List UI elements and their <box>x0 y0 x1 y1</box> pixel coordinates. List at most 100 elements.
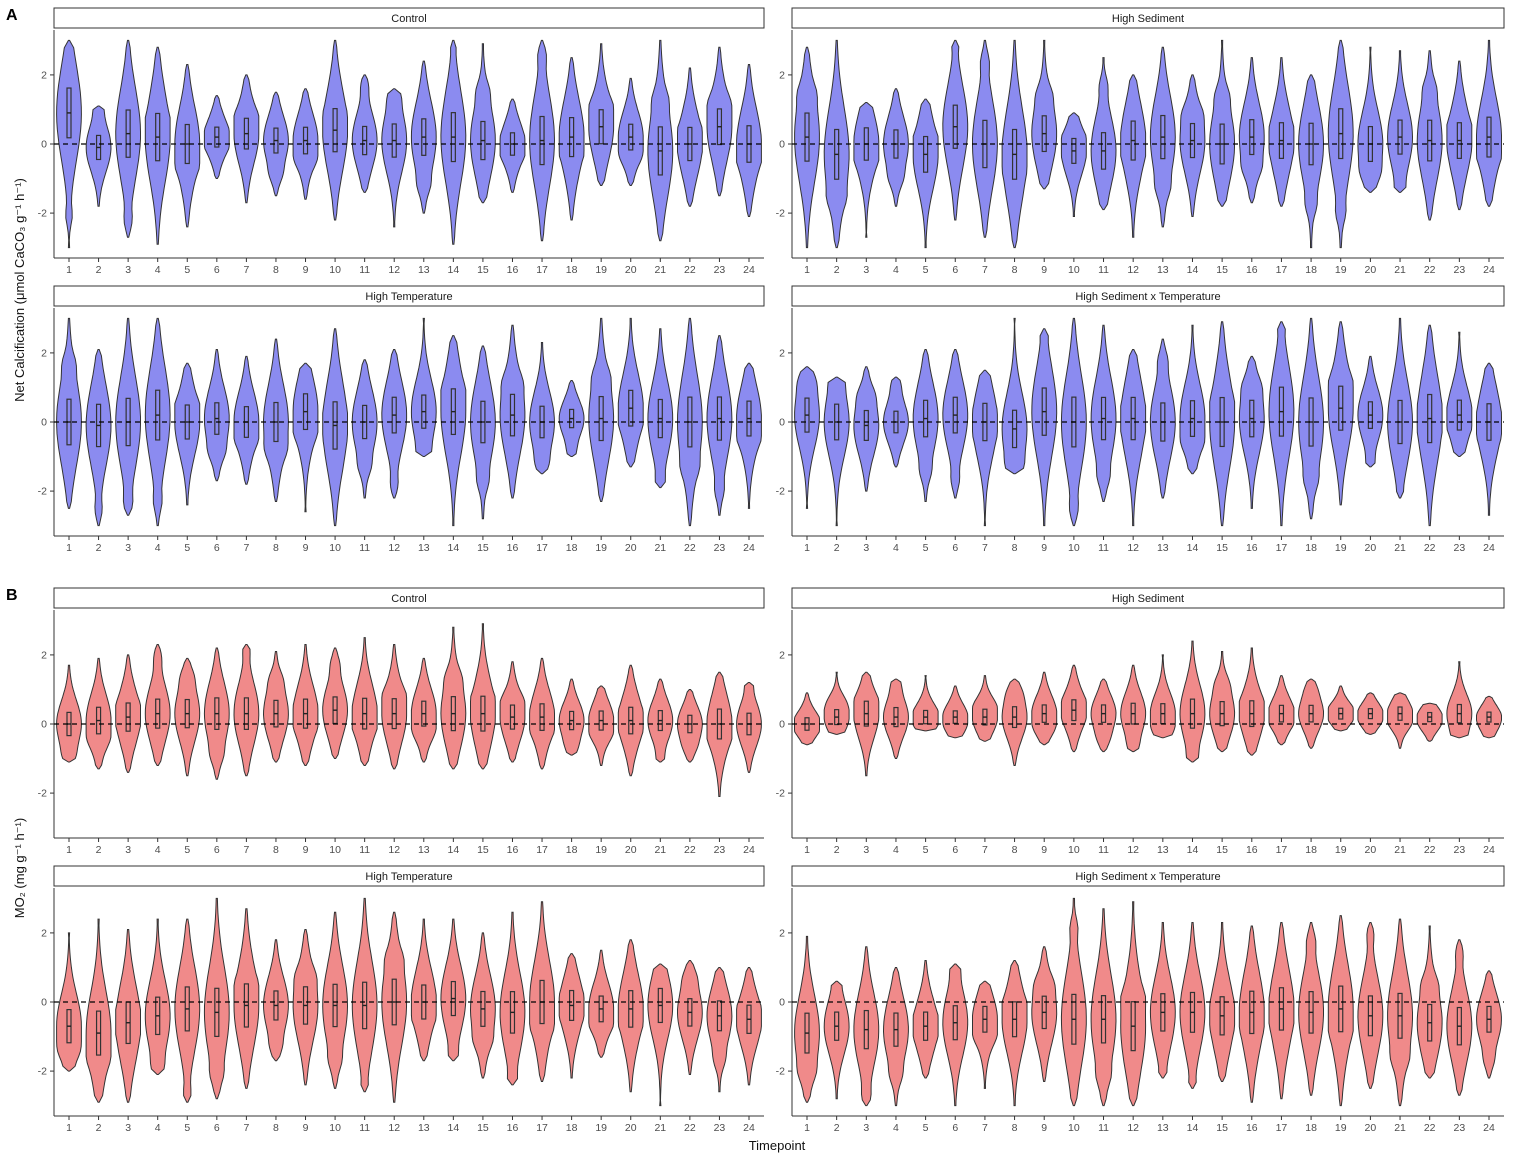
violin-23 <box>706 335 733 516</box>
violin-16 <box>499 911 526 1086</box>
violin-16 <box>499 324 526 499</box>
x-tick-label: 8 <box>273 844 279 856</box>
violin-1 <box>56 39 82 249</box>
violin-11 <box>1090 908 1117 1107</box>
x-tick-label: 14 <box>1187 1122 1199 1134</box>
violin-7 <box>972 369 998 527</box>
violin-17 <box>1268 57 1295 207</box>
x-tick-label: 17 <box>536 844 548 856</box>
y-tick-label: -2 <box>776 208 785 220</box>
x-tick-label: 17 <box>536 264 548 276</box>
x-tick-label: 3 <box>125 542 131 554</box>
x-tick-label: 18 <box>566 1122 578 1134</box>
x-tick-label: 9 <box>303 264 309 276</box>
x-tick-label: 6 <box>952 1122 958 1134</box>
x-tick-label: 10 <box>329 542 341 554</box>
violin-6 <box>942 39 969 221</box>
x-tick-label: 24 <box>1483 264 1495 276</box>
x-tick-label: 11 <box>359 844 370 856</box>
violin-24 <box>1476 39 1502 207</box>
x-tick-label: 17 <box>1276 264 1288 276</box>
x-tick-label: 2 <box>834 542 840 554</box>
x-tick-label: 11 <box>1098 1122 1109 1134</box>
x-tick-label: 21 <box>1394 542 1406 554</box>
x-tick-label: 1 <box>66 542 72 554</box>
x-tick-label: 16 <box>1246 1122 1258 1134</box>
violin-16 <box>1238 355 1265 509</box>
x-tick-label: 12 <box>388 844 400 856</box>
x-tick-label: 8 <box>1012 264 1018 276</box>
y-tick-label: 0 <box>779 417 785 429</box>
violin-17 <box>1268 321 1295 527</box>
x-tick-label: 13 <box>418 844 430 856</box>
x-tick-label: 6 <box>214 264 220 276</box>
x-tick-label: 22 <box>1424 264 1436 276</box>
violin-23 <box>1446 331 1473 457</box>
x-tick-label: 2 <box>96 1122 102 1134</box>
violin-20 <box>1357 355 1384 468</box>
x-tick-label: 15 <box>1216 264 1228 276</box>
violin-19 <box>588 43 615 186</box>
x-tick-label: 4 <box>155 1122 161 1134</box>
x-tick-label: 21 <box>1394 844 1406 856</box>
violin-12 <box>1120 664 1147 753</box>
y-tick-label: 0 <box>41 997 47 1009</box>
violin-9 <box>292 644 319 766</box>
x-tick-label: 19 <box>595 542 607 554</box>
x-tick-label: 7 <box>982 264 988 276</box>
violin-1 <box>794 46 820 249</box>
x-tick-label: 3 <box>863 1122 869 1134</box>
violin-13 <box>410 918 437 1062</box>
violin-17 <box>529 901 555 1082</box>
violin-14 <box>1179 324 1206 475</box>
x-tick-label: 4 <box>155 542 161 554</box>
x-tick-label: 2 <box>96 844 102 856</box>
violin-14 <box>1179 640 1206 763</box>
x-tick-label: 5 <box>923 264 929 276</box>
x-tick-label: 9 <box>1041 844 1047 856</box>
x-tick-label: 11 <box>359 264 370 276</box>
x-tick-label: 7 <box>982 1122 988 1134</box>
x-tick-label: 21 <box>654 844 666 856</box>
x-tick-label: 11 <box>1098 264 1109 276</box>
x-tick-label: 10 <box>1068 542 1080 554</box>
x-tick-label: 16 <box>1246 264 1258 276</box>
violin-3 <box>853 366 880 492</box>
violin-3 <box>115 317 141 516</box>
violin-18 <box>558 953 585 1079</box>
violin-21 <box>647 963 674 1107</box>
x-tick-label: 22 <box>684 542 696 554</box>
violin-24 <box>1476 362 1502 516</box>
violin-8 <box>1001 960 1028 1107</box>
violin-3 <box>853 946 880 1107</box>
x-tick-label: 22 <box>684 264 696 276</box>
x-tick-label: 16 <box>507 844 519 856</box>
x-tick-label: 7 <box>243 264 249 276</box>
violin-3 <box>853 102 880 238</box>
x-tick-label: 24 <box>743 1122 755 1134</box>
violin-18 <box>1298 922 1324 1096</box>
violin-21 <box>1387 50 1414 193</box>
x-tick-label: 14 <box>1187 844 1199 856</box>
violin-16 <box>499 661 526 763</box>
x-tick-label: 16 <box>1246 542 1258 554</box>
violin-22 <box>677 67 703 207</box>
y-tick-label: -2 <box>38 788 47 800</box>
x-tick-label: 19 <box>595 844 607 856</box>
facet-title: High Temperature <box>365 871 452 883</box>
y-tick-label: 2 <box>41 69 47 81</box>
x-tick-label: 15 <box>1216 1122 1228 1134</box>
violin-21 <box>647 328 674 489</box>
violin-22 <box>1416 702 1443 742</box>
violin-9 <box>292 929 319 1086</box>
x-tick-label: 4 <box>155 844 161 856</box>
facet-title: High Sediment x Temperature <box>1075 871 1220 883</box>
x-tick-label: 9 <box>303 1122 309 1134</box>
x-tick-label: 11 <box>1098 542 1109 554</box>
